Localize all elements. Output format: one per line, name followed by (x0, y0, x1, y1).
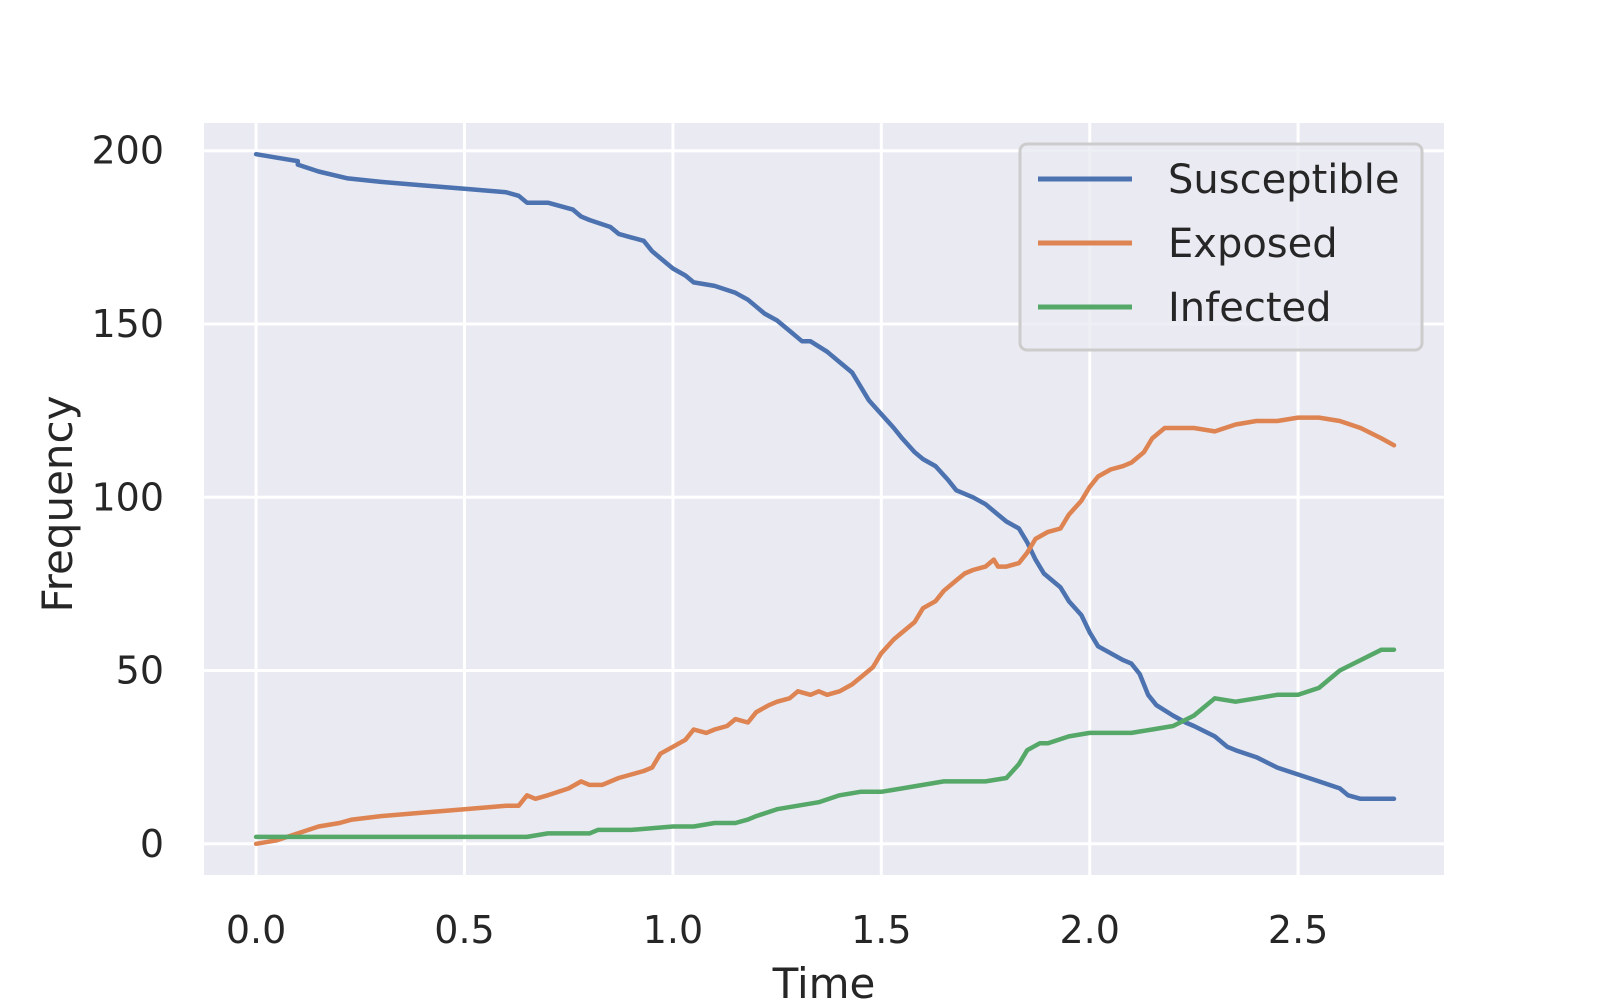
x-tick-label: 0.0 (226, 908, 286, 952)
y-tick-label: 100 (91, 475, 164, 519)
x-tick-label: 1.0 (643, 908, 703, 952)
y-tick-label: 50 (116, 649, 164, 693)
x-tick-label: 2.0 (1059, 908, 1119, 952)
y-axis-title: Frequency (33, 396, 82, 613)
x-axis-title: Time (772, 959, 876, 1000)
series-line-infected (253, 647, 1397, 840)
y-tick-label: 0 (140, 822, 164, 866)
legend-label-susceptible: Susceptible (1168, 157, 1399, 203)
x-tick-label: 0.5 (434, 908, 494, 952)
x-tick-label: 1.5 (851, 908, 911, 952)
legend-box (1018, 142, 1424, 352)
series-lines (253, 151, 1397, 847)
y-tick-label: 200 (91, 129, 164, 173)
x-tick-label: 2.5 (1268, 908, 1328, 952)
legend: Susceptible Exposed Infected (1018, 142, 1424, 352)
tick-labels: 0.0 0.5 1.0 1.5 2.0 2.5 0 50 100 150 200 (91, 129, 1328, 952)
series-line-exposed (253, 415, 1397, 847)
legend-label-exposed: Exposed (1168, 221, 1338, 267)
series-line-susceptible (253, 151, 1397, 802)
y-tick-label: 150 (91, 302, 164, 346)
legend-label-infected: Infected (1168, 285, 1332, 331)
